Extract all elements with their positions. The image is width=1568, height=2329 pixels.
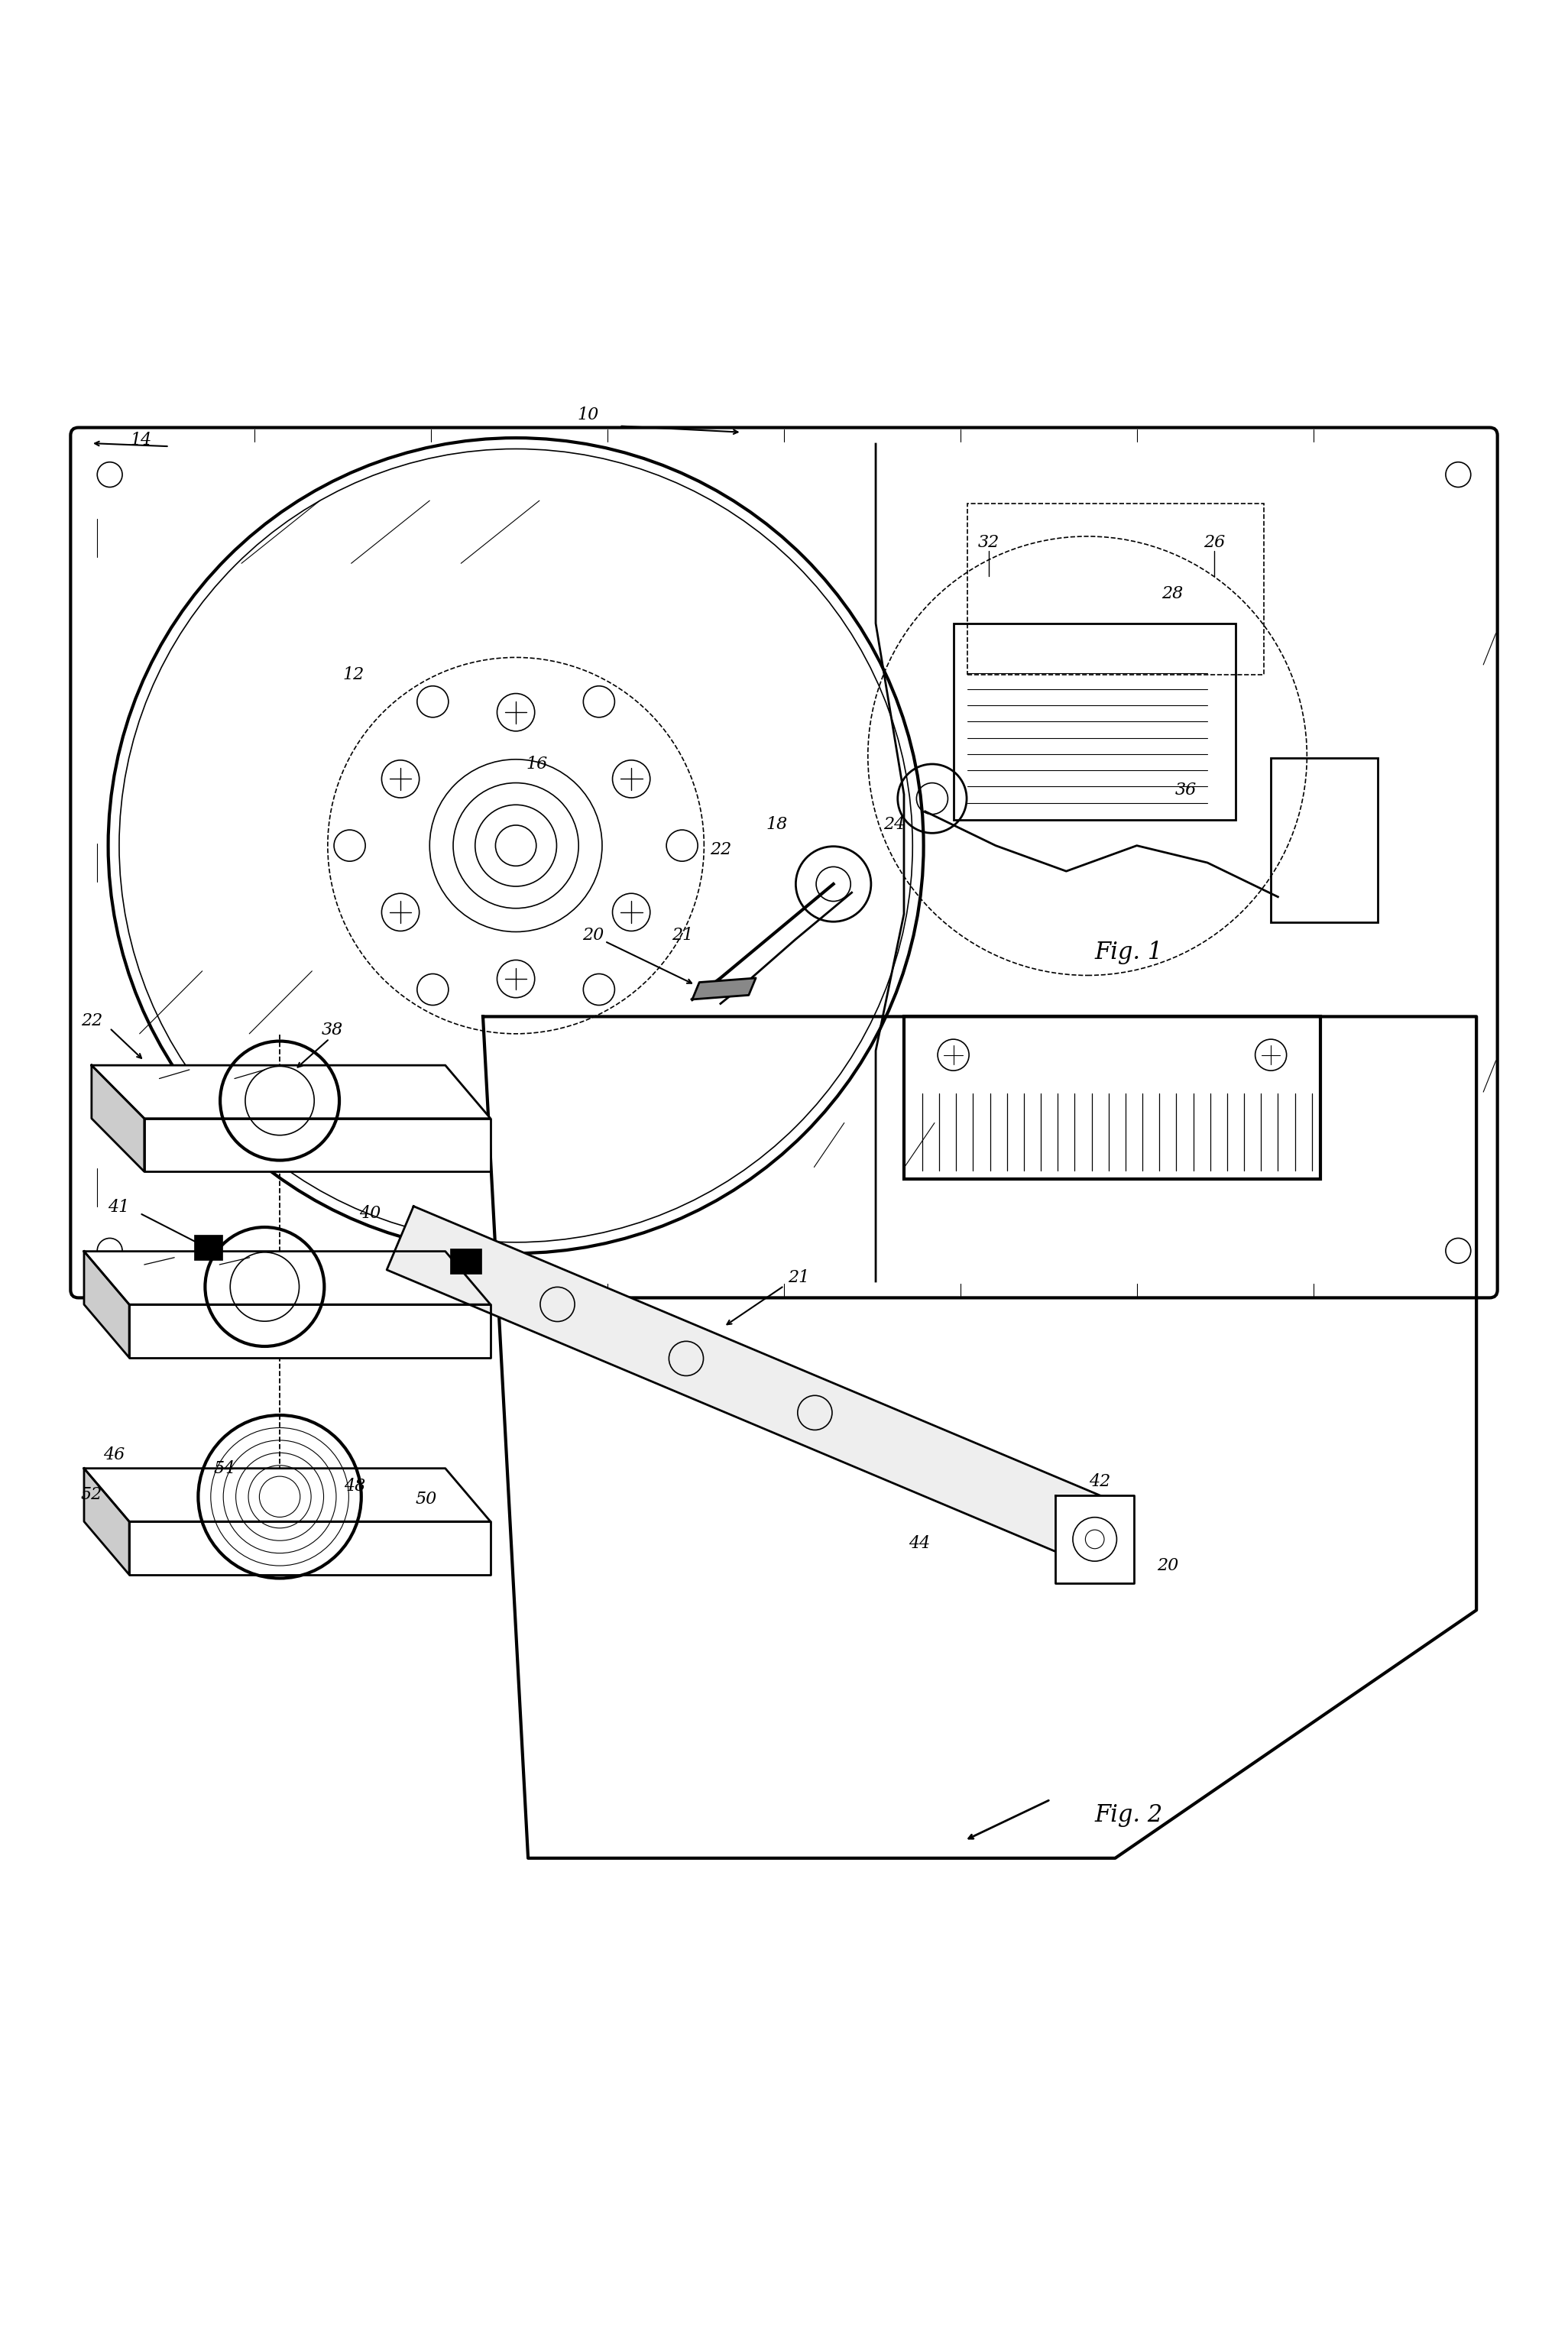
Text: 54: 54 bbox=[213, 1460, 235, 1477]
Text: 50: 50 bbox=[416, 1491, 436, 1507]
Text: 22: 22 bbox=[710, 841, 731, 859]
Bar bbox=[450, 1248, 481, 1274]
Text: 18: 18 bbox=[767, 815, 787, 834]
Text: Fig. 1: Fig. 1 bbox=[1094, 941, 1163, 964]
Polygon shape bbox=[85, 1251, 129, 1358]
Text: 32: 32 bbox=[978, 533, 999, 550]
Polygon shape bbox=[91, 1064, 144, 1171]
Polygon shape bbox=[85, 1467, 129, 1574]
Text: 10: 10 bbox=[577, 408, 599, 424]
Text: 48: 48 bbox=[345, 1477, 365, 1495]
Text: Fig. 2: Fig. 2 bbox=[1094, 1803, 1163, 1826]
Text: 24: 24 bbox=[883, 815, 905, 834]
Polygon shape bbox=[144, 1118, 491, 1171]
Polygon shape bbox=[129, 1304, 491, 1358]
Text: 12: 12 bbox=[343, 666, 364, 682]
Bar bbox=[967, 503, 1264, 675]
Polygon shape bbox=[91, 1064, 491, 1118]
Polygon shape bbox=[387, 1206, 1129, 1572]
Polygon shape bbox=[129, 1521, 491, 1574]
Text: 20: 20 bbox=[583, 927, 604, 943]
Bar bbox=[903, 1015, 1320, 1178]
Text: 42: 42 bbox=[1090, 1474, 1110, 1491]
Polygon shape bbox=[85, 1251, 491, 1304]
Polygon shape bbox=[1055, 1495, 1134, 1584]
Text: 38: 38 bbox=[321, 1022, 343, 1039]
Bar bbox=[953, 624, 1236, 820]
Text: 28: 28 bbox=[1162, 585, 1182, 601]
Text: 26: 26 bbox=[1204, 533, 1225, 550]
Text: 21: 21 bbox=[671, 927, 693, 943]
Text: 21: 21 bbox=[789, 1269, 809, 1286]
Text: 52: 52 bbox=[82, 1486, 102, 1502]
Text: 14: 14 bbox=[130, 431, 152, 449]
Text: 44: 44 bbox=[909, 1535, 930, 1551]
Bar bbox=[194, 1234, 223, 1260]
Text: 40: 40 bbox=[359, 1204, 381, 1223]
Text: 41: 41 bbox=[108, 1199, 130, 1216]
Text: 46: 46 bbox=[103, 1446, 125, 1463]
Text: 36: 36 bbox=[1176, 783, 1196, 799]
Text: 20: 20 bbox=[1157, 1558, 1179, 1574]
Bar bbox=[1270, 757, 1377, 922]
Text: 22: 22 bbox=[82, 1013, 102, 1029]
Text: 16: 16 bbox=[527, 757, 547, 773]
Polygon shape bbox=[691, 978, 756, 999]
Polygon shape bbox=[85, 1467, 491, 1521]
Polygon shape bbox=[483, 1015, 1477, 1859]
